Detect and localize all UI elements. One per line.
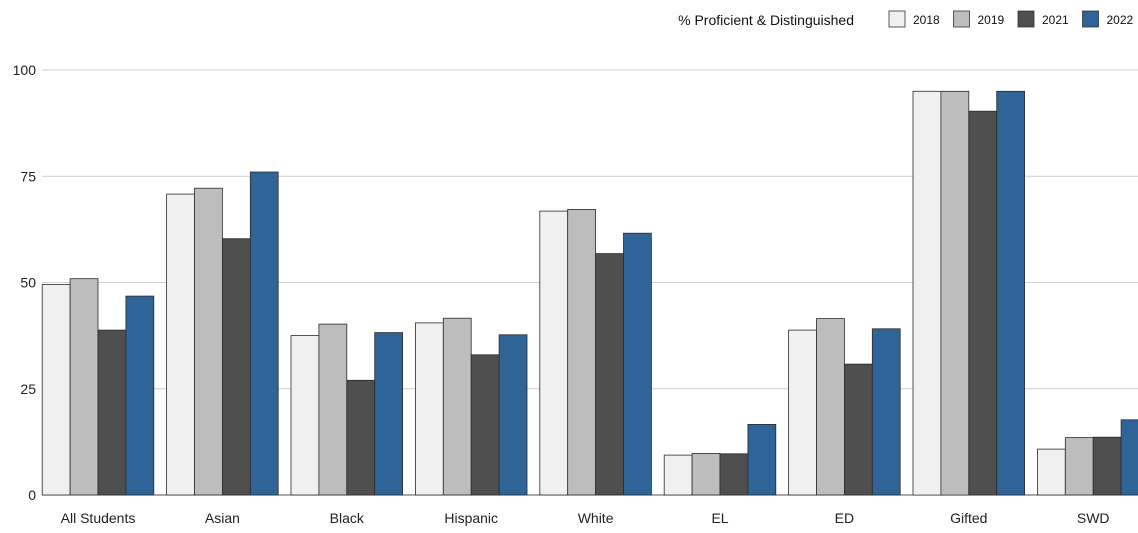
bar-asian-2018 xyxy=(166,193,195,496)
bar-swd-2018 xyxy=(1037,448,1066,496)
bar-hispanic-2021 xyxy=(470,354,500,496)
y-tick-label: 0 xyxy=(28,487,36,503)
bar-all-students-2018 xyxy=(41,284,71,496)
bar-swd-2022 xyxy=(1120,419,1138,496)
bar-white-2022 xyxy=(623,232,652,496)
bar-asian-2022 xyxy=(249,171,279,496)
bar-gifted-2018 xyxy=(912,90,942,496)
legend-label-2018: 2018 xyxy=(913,13,940,27)
bar-white-2018 xyxy=(539,210,569,496)
x-tick-label: Gifted xyxy=(950,510,987,526)
bar-black-2021 xyxy=(346,379,376,496)
bar-all-students-2022 xyxy=(125,295,155,496)
bar-gifted-2022 xyxy=(996,90,1026,496)
y-tick-label: 50 xyxy=(20,275,36,291)
legend-label-2019: 2019 xyxy=(978,13,1005,27)
bar-white-2019 xyxy=(567,208,597,496)
bar-ed-2018 xyxy=(788,329,817,496)
bar-ed-2021 xyxy=(844,363,873,496)
x-tick-label: Asian xyxy=(205,510,240,526)
x-tick-label: Hispanic xyxy=(444,510,498,526)
bar-white-2021 xyxy=(595,253,624,496)
x-tick-label: ED xyxy=(835,510,854,526)
bar-black-2022 xyxy=(374,332,404,496)
bar-el-2022 xyxy=(747,423,777,496)
x-tick-label: White xyxy=(578,510,614,526)
x-tick-label: All Students xyxy=(61,510,136,526)
legend-swatch-2022 xyxy=(1082,10,1099,28)
x-tick-label: EL xyxy=(711,510,728,526)
bar-swd-2019 xyxy=(1064,437,1094,496)
legend-swatch-2019 xyxy=(953,10,970,28)
bar-all-students-2019 xyxy=(69,278,99,496)
bar-el-2018 xyxy=(663,454,693,496)
x-tick-label: SWD xyxy=(1077,510,1110,526)
legend-swatch-2021 xyxy=(1017,10,1035,28)
x-tick-label: Black xyxy=(330,510,365,526)
bar-asian-2021 xyxy=(221,238,251,496)
legend-title: % Proficient & Distinguished xyxy=(678,12,854,28)
legend-label-2022: 2022 xyxy=(1107,13,1134,27)
bar-hispanic-2018 xyxy=(414,322,444,496)
category-labels: All Students Asian Black Hispanic White EL ED G… xyxy=(61,510,1110,526)
y-tick-label: 100 xyxy=(13,62,37,78)
bar-ed-2019 xyxy=(816,318,845,496)
bar-swd-2021 xyxy=(1092,436,1122,496)
bar-ed-2022 xyxy=(871,328,901,496)
bar-black-2019 xyxy=(318,323,348,496)
bar-hispanic-2022 xyxy=(498,334,528,496)
bar-black-2018 xyxy=(290,335,320,496)
bar-hispanic-2019 xyxy=(442,317,472,496)
y-tick-label: 25 xyxy=(20,381,36,397)
bar-gifted-2019 xyxy=(940,90,970,496)
bar-el-2019 xyxy=(691,452,721,496)
y-tick-label: 75 xyxy=(20,168,36,184)
bar-asian-2019 xyxy=(194,187,223,496)
bar-el-2021 xyxy=(719,453,749,496)
legend-swatch-2018 xyxy=(888,10,906,28)
legend: % Proficient & Distinguished 2018 2019 202… xyxy=(678,10,1134,28)
bar-gifted-2021 xyxy=(968,110,998,496)
legend-label-2021: 2021 xyxy=(1042,13,1069,27)
bar-all-students-2021 xyxy=(97,329,127,496)
bars xyxy=(41,90,1138,496)
